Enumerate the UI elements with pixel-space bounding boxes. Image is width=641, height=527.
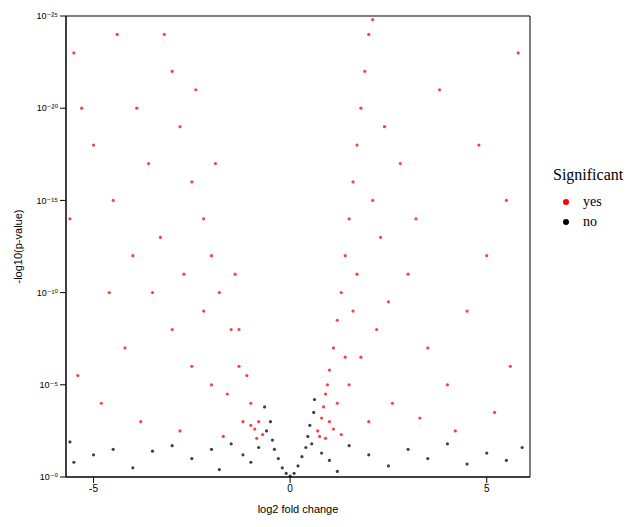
svg-text:10⁻¹⁰: 10⁻¹⁰ xyxy=(37,288,59,298)
html-text:yes: yes xyxy=(583,194,602,209)
svg-text:10⁻²⁰: 10⁻²⁰ xyxy=(37,103,59,113)
svg-text:10⁻²⁵: 10⁻²⁵ xyxy=(37,11,59,21)
svg-text:-log10(p-value): -log10(p-value) xyxy=(12,210,24,284)
svg-text:10⁻⁰: 10⁻⁰ xyxy=(40,472,59,482)
svg-text:log2 fold change: log2 fold change xyxy=(258,503,339,515)
svg-text:10⁻⁵: 10⁻⁵ xyxy=(40,380,59,390)
svg-text:5: 5 xyxy=(484,483,490,494)
svg-text:10⁻¹⁵: 10⁻¹⁵ xyxy=(37,196,59,206)
html-text:no: no xyxy=(583,214,597,229)
svg-text:0: 0 xyxy=(287,483,293,494)
svg-text:-5: -5 xyxy=(89,483,98,494)
html-text:Significant: Significant xyxy=(553,166,624,183)
